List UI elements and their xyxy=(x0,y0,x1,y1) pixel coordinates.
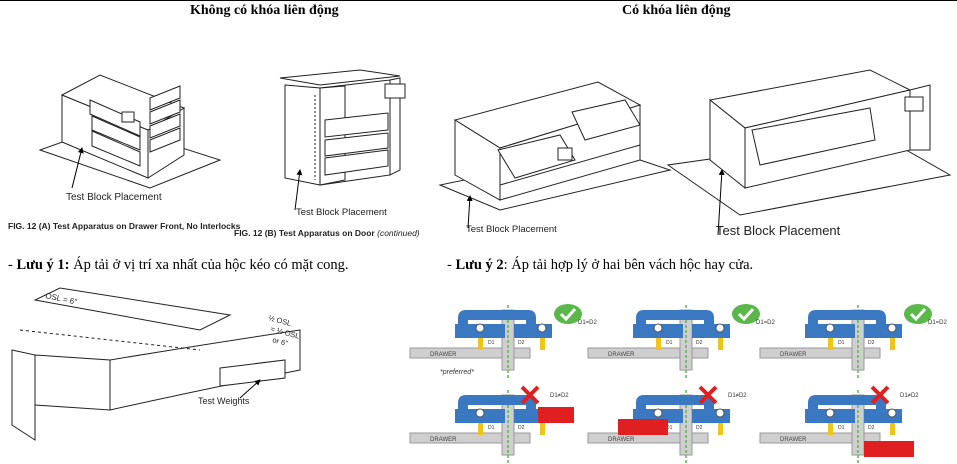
fig-b-label: Test Block Placement xyxy=(296,207,387,218)
balance-diagrams: DRAWER D1 D2 D1=D2 DRAWER D1 D2 D1=D2 DRAWER D1 D2… xyxy=(409,304,948,463)
svg-text:DRAWER: DRAWER xyxy=(608,437,635,443)
balance-ok-2: DRAWER D1 D2 D1=D2 xyxy=(587,304,776,378)
heading-with-interlock: Có khóa liên động xyxy=(622,3,731,18)
svg-text:D1: D1 xyxy=(488,340,495,346)
balance-bad-3: DRAWER D1 D2 D1≠D2 xyxy=(759,385,919,463)
svg-text:D1=D2: D1=D2 xyxy=(578,320,598,326)
fig-c-sideboard xyxy=(438,81,672,211)
top-rule xyxy=(0,0,957,1)
svg-text:D2: D2 xyxy=(868,425,875,431)
svg-text:D1: D1 xyxy=(838,340,845,346)
svg-text:DRAWER: DRAWER xyxy=(780,437,807,443)
svg-text:D1: D1 xyxy=(666,340,673,346)
note-2: - Lưu ý 2: Áp tải hợp lý ở hai bên vách … xyxy=(447,257,754,273)
fig-c-label: Test Block Placement xyxy=(466,224,557,235)
svg-text:DRAWER: DRAWER xyxy=(608,352,635,358)
drawer-dim-or: or 6" xyxy=(271,335,289,348)
svg-text:D2: D2 xyxy=(518,340,525,346)
fig-a-dresser xyxy=(38,74,222,189)
svg-text:D2: D2 xyxy=(518,425,525,431)
svg-text:DRAWER: DRAWER xyxy=(780,352,807,358)
svg-text:D1=D2: D1=D2 xyxy=(928,320,948,326)
balance-ok-1: DRAWER D1 D2 D1=D2 xyxy=(409,304,598,378)
fig-b-cabinet xyxy=(279,69,406,186)
heading-no-interlock: Không có khóa liên động xyxy=(190,3,339,18)
svg-text:D2: D2 xyxy=(696,425,703,431)
fig-b-caption: FIG. 12 (B) Test Apparatus on Door (cont… xyxy=(234,228,420,238)
svg-text:D2: D2 xyxy=(868,340,875,346)
svg-text:D1: D1 xyxy=(838,425,845,431)
svg-text:D1=D2: D1=D2 xyxy=(756,320,776,326)
drawer-test-weights: Test Weights xyxy=(198,396,250,406)
balance-bad-1: DRAWER D1 D2 D1≠D2 xyxy=(409,385,574,463)
svg-text:D1≠D2: D1≠D2 xyxy=(550,393,569,399)
preferred-label: *preferred* xyxy=(440,369,474,376)
svg-text:D1: D1 xyxy=(488,425,495,431)
svg-text:DRAWER: DRAWER xyxy=(430,352,457,358)
balance-ok-3: DRAWER D1 D2 D1=D2 xyxy=(759,304,948,378)
fig-d-cabinet xyxy=(666,69,952,216)
note-1: - Lưu ý 1: Áp tải ở vị trí xa nhất của h… xyxy=(8,257,349,273)
fig-d-label: Test Block Placement xyxy=(716,223,841,238)
svg-text:D1≠D2: D1≠D2 xyxy=(728,393,747,399)
svg-text:DRAWER: DRAWER xyxy=(430,437,457,443)
balance-bad-2: DRAWER D1 D2 D1≠D2 xyxy=(587,385,747,463)
svg-text:D2: D2 xyxy=(696,340,703,346)
drawer-weight-diagram xyxy=(11,287,301,441)
svg-text:D1: D1 xyxy=(666,425,673,431)
fig-a-caption: FIG. 12 (A) Test Apparatus on Drawer Fro… xyxy=(8,221,241,231)
fig-a-label: Test Block Placement xyxy=(66,192,162,203)
svg-text:D1≠D2: D1≠D2 xyxy=(900,393,919,399)
